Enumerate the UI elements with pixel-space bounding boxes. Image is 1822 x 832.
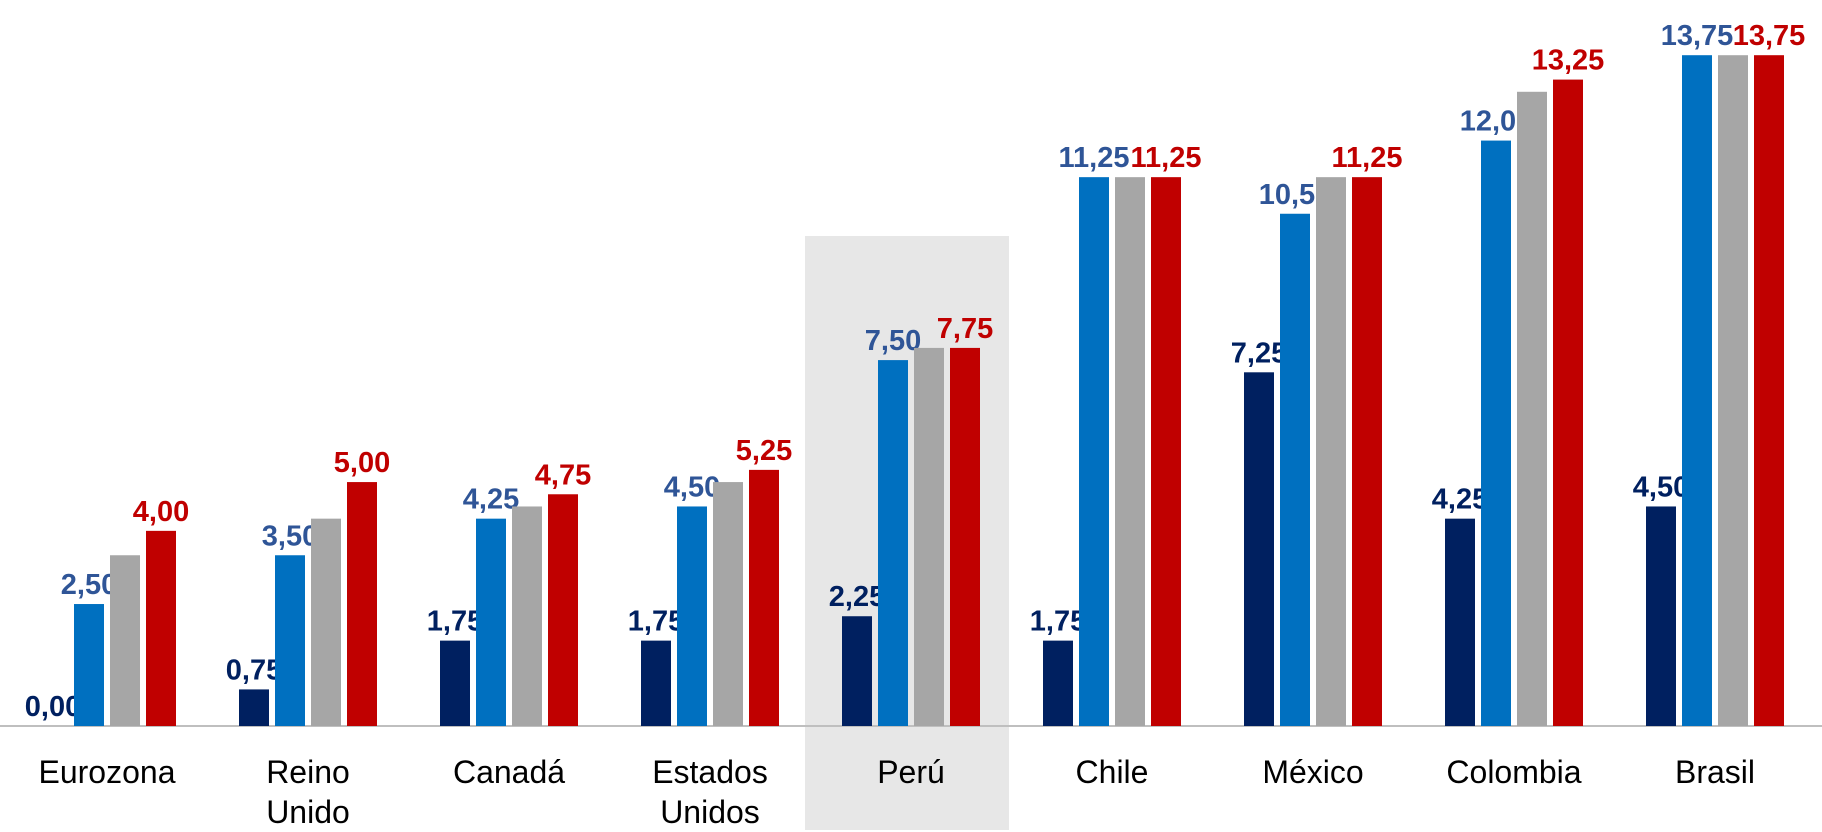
bar <box>1481 140 1511 727</box>
value-label: 5,00 <box>334 447 390 479</box>
value-label: 7,50 <box>865 325 921 357</box>
value-label: 13,25 <box>1532 45 1605 77</box>
bar <box>1280 213 1310 726</box>
bar <box>110 555 140 726</box>
bar <box>1682 55 1712 727</box>
x-tick-label: Reino Unido <box>266 754 350 830</box>
bar <box>275 555 305 726</box>
value-label: 1,75 <box>1030 606 1086 638</box>
bar <box>641 640 671 726</box>
value-label: 1,75 <box>427 606 483 638</box>
value-label: 7,25 <box>1231 337 1287 369</box>
bar <box>749 469 779 726</box>
x-tick-label: Canadá <box>452 754 566 790</box>
bar <box>1043 640 1073 726</box>
bar <box>1079 177 1109 727</box>
bar <box>512 506 542 726</box>
value-label: 2,25 <box>829 581 885 613</box>
bar <box>347 482 377 726</box>
bar <box>1244 372 1274 726</box>
bar <box>440 640 470 726</box>
value-label: 3,50 <box>262 520 318 552</box>
value-label: 11,25 <box>1131 142 1202 174</box>
value-label: 13,75 <box>1733 20 1806 52</box>
bar <box>842 616 872 726</box>
bar <box>1718 55 1748 727</box>
bar <box>476 518 506 726</box>
x-tick-label: Colombia <box>1446 754 1582 790</box>
bar <box>950 347 980 726</box>
bar <box>74 604 104 726</box>
bar <box>1115 177 1145 727</box>
value-label: 0,00 <box>25 691 81 723</box>
value-label: 11,25 <box>1332 142 1403 174</box>
bar <box>1646 506 1676 726</box>
value-label: 13,75 <box>1661 20 1734 52</box>
value-label: 4,00 <box>133 496 189 528</box>
bar <box>1553 79 1583 726</box>
bar <box>677 506 707 726</box>
bar <box>1445 518 1475 726</box>
value-label: 5,25 <box>736 435 792 467</box>
value-label: 2,50 <box>61 569 117 601</box>
x-tick-label: Estados Unidos <box>652 754 768 830</box>
bar <box>713 482 743 726</box>
bar <box>1151 177 1181 727</box>
x-tick-label: Perú <box>877 754 945 790</box>
bar <box>239 689 269 726</box>
bar <box>1517 91 1547 727</box>
x-tick-label: Chile <box>1075 754 1149 790</box>
x-tick-label: Eurozona <box>38 754 176 790</box>
bar <box>1316 177 1346 727</box>
bar <box>878 360 908 726</box>
bar <box>1754 55 1784 727</box>
value-label: 4,25 <box>1432 484 1488 516</box>
value-label: 4,75 <box>535 459 591 491</box>
value-label: 1,75 <box>628 606 684 638</box>
bar <box>914 347 944 726</box>
value-label: 7,75 <box>937 313 993 345</box>
value-label: 11,25 <box>1059 142 1130 174</box>
bar <box>1352 177 1382 727</box>
value-label: 4,50 <box>664 471 720 503</box>
value-label: 4,50 <box>1633 471 1689 503</box>
x-tick-label: México <box>1262 754 1364 790</box>
value-label: 4,25 <box>463 484 519 516</box>
bar <box>548 494 578 726</box>
bar <box>311 518 341 726</box>
bar <box>146 530 176 726</box>
x-tick-label: Brasil <box>1674 754 1755 790</box>
value-label: 0,75 <box>226 654 282 686</box>
